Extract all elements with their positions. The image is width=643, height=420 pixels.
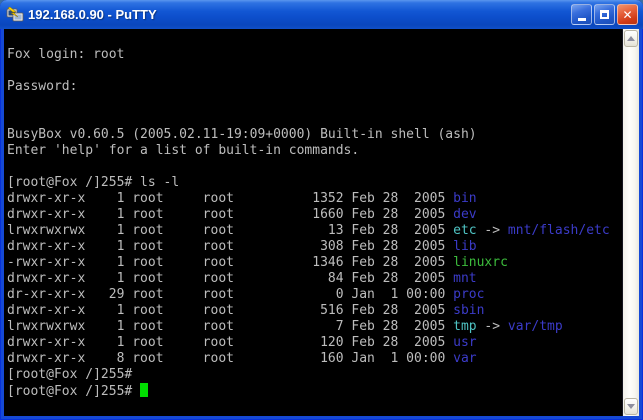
text-segment: -> — [476, 223, 508, 238]
terminal-line: drwxr-xr-x 1 root root 1660 Feb 28 2005 … — [7, 207, 622, 223]
text-segment: -> — [476, 319, 508, 334]
scroll-up-arrow-icon — [627, 36, 635, 41]
window-body: Fox login: root Password: BusyBox v0.60.5 … — [4, 29, 639, 416]
directory-name: var/tmp — [507, 319, 563, 334]
terminal-line: lrwxrwxrwx 1 root root 7 Feb 28 2005 tmp… — [7, 319, 622, 335]
text-segment: drwxr-xr-x 1 root root 84 Feb 28 2005 — [7, 271, 454, 286]
symlink-name: tmp — [453, 319, 477, 334]
text-segment: Fox login: root — [7, 47, 125, 62]
text-segment: drwxr-xr-x 1 root root 308 Feb 28 2005 — [7, 239, 454, 254]
terminal-line — [7, 63, 622, 79]
directory-name: dev — [453, 207, 477, 222]
scroll-up-button[interactable] — [624, 30, 638, 47]
text-segment: [root@Fox /]255# — [7, 384, 141, 399]
text-segment: drwxr-xr-x 1 root root 516 Feb 28 2005 — [7, 303, 454, 318]
terminal-line — [7, 159, 622, 175]
terminal-line: [root@Fox /]255# — [7, 383, 622, 399]
terminal-line: drwxr-xr-x 1 root root 120 Feb 28 2005 u… — [7, 335, 622, 351]
text-segment: [root@Fox /]255# ls -l — [7, 175, 180, 190]
window-controls: ✕ — [571, 4, 638, 25]
terminal-line: drwxr-xr-x 1 root root 84 Feb 28 2005 mn… — [7, 271, 622, 287]
text-segment: [root@Fox /]255# — [7, 367, 133, 382]
text-segment: BusyBox v0.60.5 (2005.02.11-19:09+0000) … — [7, 127, 477, 142]
terminal-line: lrwxrwxrwx 1 root root 13 Feb 28 2005 et… — [7, 223, 622, 239]
terminal-line: drwxr-xr-x 1 root root 516 Feb 28 2005 s… — [7, 303, 622, 319]
directory-name: bin — [453, 191, 477, 206]
title-bar[interactable]: 192.168.0.90 - PuTTY ✕ — [0, 0, 643, 29]
minimize-icon — [577, 18, 586, 21]
directory-name: usr — [453, 335, 477, 350]
terminal-line — [7, 111, 622, 127]
terminal-line: drwxr-xr-x 1 root root 1352 Feb 28 2005 … — [7, 191, 622, 207]
text-segment: dr-xr-xr-x 29 root root 0 Jan 1 00:00 — [7, 287, 454, 302]
maximize-button[interactable] — [594, 4, 615, 25]
terminal-line: Enter 'help' for a list of built-in comm… — [7, 143, 622, 159]
scroll-down-arrow-icon — [627, 404, 635, 409]
terminal-line — [7, 95, 622, 111]
text-segment: drwxr-xr-x 1 root root 1660 Feb 28 2005 — [7, 207, 454, 222]
maximize-icon — [600, 10, 609, 19]
directory-name: mnt/flash/etc — [507, 223, 610, 238]
terminal-line: -rwxr-xr-x 1 root root 1346 Feb 28 2005 … — [7, 255, 622, 271]
executable-name: linuxrc — [453, 255, 508, 270]
terminal-line: [root@Fox /]255# — [7, 367, 622, 383]
close-button[interactable]: ✕ — [617, 4, 638, 25]
text-segment: -rwxr-xr-x 1 root root 1346 Feb 28 2005 — [7, 255, 454, 270]
terminal-line: dr-xr-xr-x 29 root root 0 Jan 1 00:00 pr… — [7, 287, 622, 303]
terminal-line: drwxr-xr-x 1 root root 308 Feb 28 2005 l… — [7, 239, 622, 255]
terminal-line: [root@Fox /]255# ls -l — [7, 175, 622, 191]
text-segment: lrwxrwxrwx 1 root root 13 Feb 28 2005 — [7, 223, 454, 238]
text-segment: Enter 'help' for a list of built-in comm… — [7, 143, 360, 158]
putty-app-icon — [6, 6, 24, 21]
terminal-line: drwxr-xr-x 8 root root 160 Jan 1 00:00 v… — [7, 351, 622, 367]
terminal-screen[interactable]: Fox login: root Password: BusyBox v0.60.5 … — [4, 29, 622, 416]
directory-name: lib — [453, 239, 477, 254]
text-segment: lrwxrwxrwx 1 root root 7 Feb 28 2005 — [7, 319, 454, 334]
directory-name: proc — [453, 287, 485, 302]
directory-name: sbin — [453, 303, 485, 318]
symlink-name: etc — [453, 223, 477, 238]
text-segment: drwxr-xr-x 1 root root 120 Feb 28 2005 — [7, 335, 454, 350]
terminal-line: BusyBox v0.60.5 (2005.02.11-19:09+0000) … — [7, 127, 622, 143]
text-segment: Password: — [7, 79, 78, 94]
minimize-button[interactable] — [571, 4, 592, 25]
terminal-line: Fox login: root — [7, 47, 622, 63]
terminal-line: Password: — [7, 79, 622, 95]
window-title: 192.168.0.90 - PuTTY — [28, 7, 157, 22]
text-segment: drwxr-xr-x 1 root root 1352 Feb 28 2005 — [7, 191, 454, 206]
terminal-cursor — [140, 383, 149, 397]
directory-name: var — [453, 351, 477, 366]
close-icon: ✕ — [622, 7, 633, 22]
directory-name: mnt — [453, 271, 477, 286]
scrollbar[interactable] — [622, 29, 639, 416]
scroll-down-button[interactable] — [624, 398, 638, 415]
text-segment: drwxr-xr-x 8 root root 160 Jan 1 00:00 — [7, 351, 454, 366]
